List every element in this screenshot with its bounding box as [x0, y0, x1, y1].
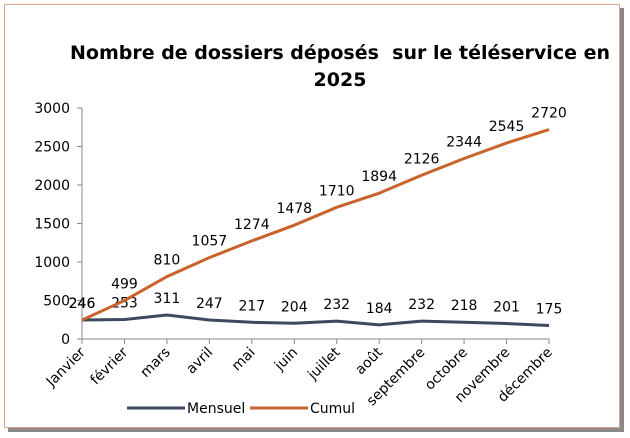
data-label: 201 — [493, 300, 520, 316]
data-label: 2720 — [531, 106, 567, 122]
series-line — [81, 313, 550, 328]
y-tick-label: 500 — [43, 294, 70, 310]
data-label: 311 — [154, 291, 181, 307]
data-label: 1710 — [319, 183, 355, 199]
data-label: 2545 — [489, 119, 525, 135]
y-tick-label: 0 — [61, 332, 70, 348]
data-label: 499 — [111, 277, 138, 293]
data-label: 232 — [323, 297, 350, 313]
x-tick-label: Janvier — [43, 344, 89, 390]
data-label: 1478 — [276, 201, 312, 217]
x-tick-label: avril — [183, 345, 216, 378]
x-tick-label: février — [88, 344, 132, 388]
data-label: 246 — [69, 296, 96, 312]
y-tick-label: 2000 — [34, 178, 70, 194]
y-tick-label: 2500 — [34, 140, 70, 156]
x-tick-label: mars — [137, 345, 173, 381]
legend-label: Mensuel — [187, 401, 245, 417]
x-tick-label: juin — [271, 345, 301, 375]
data-label: 246 — [69, 296, 96, 312]
y-tick-label: 1500 — [34, 217, 70, 233]
y-tick-label: 3000 — [34, 101, 70, 117]
data-label: 1894 — [361, 169, 397, 185]
series-line — [81, 128, 550, 322]
y-tick-label: 1000 — [34, 255, 70, 271]
data-label: 810 — [154, 253, 181, 269]
data-label: 184 — [366, 301, 393, 317]
data-label: 1274 — [234, 217, 270, 233]
data-label: 1057 — [192, 234, 228, 250]
data-label: 204 — [281, 299, 308, 315]
data-label: 175 — [536, 302, 563, 318]
legend-label: Cumul — [310, 401, 355, 417]
x-tick-label: mai — [229, 345, 259, 375]
data-label: 217 — [238, 298, 265, 314]
data-label: 247 — [196, 296, 223, 312]
chart-frame — [4, 4, 620, 428]
x-tick-label: juillet — [304, 344, 344, 384]
data-label: 232 — [408, 297, 435, 313]
data-label: 2344 — [446, 135, 482, 151]
x-tick-label: août — [352, 344, 386, 378]
chart-title: Nombre de dossiers déposés sur le télése… — [69, 42, 617, 91]
data-label: 218 — [451, 298, 478, 314]
data-label: 253 — [111, 296, 138, 312]
data-label: 2126 — [404, 151, 440, 167]
